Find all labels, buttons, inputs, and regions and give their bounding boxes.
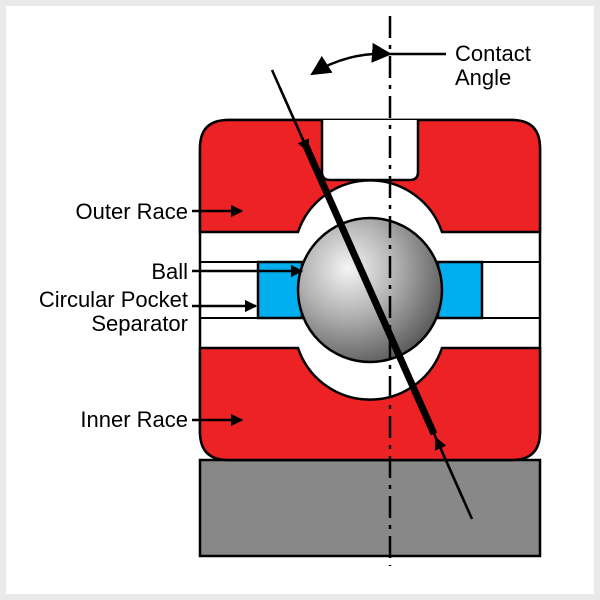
label-contact-angle-text: ContactAngle [455, 41, 531, 90]
label-ball-text: Ball [151, 259, 188, 284]
shaft-block [200, 460, 540, 556]
label-separator-text: Circular PocketSeparator [39, 287, 188, 336]
label-ball: Ball [151, 260, 188, 284]
label-outer-race: Outer Race [76, 200, 189, 224]
outer-race-notch [322, 120, 418, 180]
label-outer-race-text: Outer Race [76, 199, 189, 224]
label-contact-angle: ContactAngle [455, 42, 531, 90]
inner-race [200, 348, 540, 460]
label-inner-race: Inner Race [80, 408, 188, 432]
label-separator: Circular PocketSeparator [39, 288, 188, 336]
angle-arc [312, 54, 390, 74]
diagram-canvas: ContactAngle Outer Race Ball Circular Po… [6, 6, 594, 594]
label-inner-race-text: Inner Race [80, 407, 188, 432]
separator-right [438, 262, 482, 318]
